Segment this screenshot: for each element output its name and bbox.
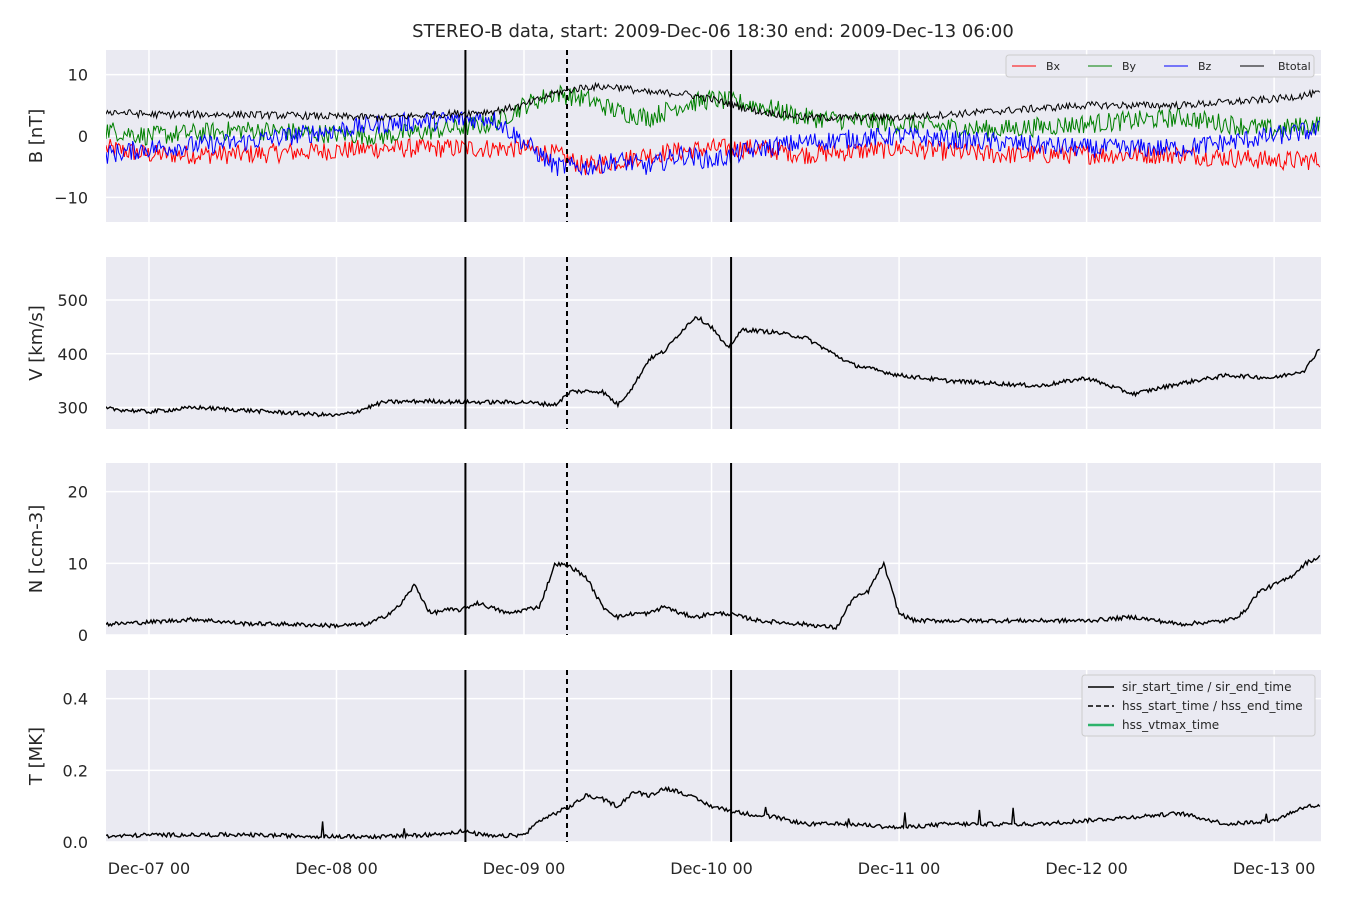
density-series-line [106, 555, 1321, 631]
y-axis-label: T [MK] [26, 727, 47, 786]
bx-series-line [106, 136, 1321, 176]
temperature-series-line [106, 785, 1321, 840]
x-tick-label: Dec-09 00 [483, 859, 566, 878]
legend-box [1081, 674, 1316, 737]
t-legend: sir_start_time / sir_end_time hss_start_t… [1081, 674, 1316, 737]
x-tick-label: Dec-07 00 [108, 859, 191, 878]
y-tick-label: −10 [54, 188, 88, 207]
legend-label: sir_start_time / sir_end_time [1122, 680, 1292, 694]
y-tick-label: 300 [57, 399, 88, 418]
temperature-panel: 0.4 0.2 0.0 T [MK] sir_start_time / sir_end_… [26, 670, 1321, 852]
x-tick-label: Dec-10 00 [670, 859, 753, 878]
y-tick-label: 10 [68, 554, 88, 573]
y-axis-label: N [ccm-3] [26, 505, 47, 594]
velocity-series-line [106, 315, 1320, 418]
legend-label: Bx [1046, 60, 1061, 73]
chart-title: STEREO-B data, start: 2009-Dec-06 18:30 … [412, 21, 1014, 42]
y-tick-label: 0.4 [63, 690, 88, 709]
x-tick-label: Dec-12 00 [1045, 859, 1128, 878]
y-tick-label: 20 [68, 483, 88, 502]
btotal-series-line [106, 81, 1321, 123]
b-legend: Bx By Bz Btotal [1005, 54, 1315, 78]
by-series-line [106, 84, 1321, 146]
legend-label: By [1122, 60, 1137, 73]
y-tick-label: 0.2 [63, 761, 88, 780]
x-tick-label: Dec-08 00 [295, 859, 378, 878]
y-axis-label: B [nT] [26, 109, 47, 164]
legend-label: hss_start_time / hss_end_time [1122, 699, 1303, 713]
legend-label: Bz [1198, 60, 1212, 73]
y-tick-label: 0 [78, 127, 88, 146]
y-tick-label: 400 [57, 345, 88, 364]
legend-box [1005, 54, 1315, 78]
y-tick-label: 0.0 [63, 833, 88, 852]
density-panel: 20 10 0 N [ccm-3] [26, 463, 1321, 645]
plot-area [106, 257, 1321, 429]
bz-series-line [106, 110, 1320, 177]
b-field-panel: 10 0 −10 B [nT] Bx By Bz Btotal [26, 50, 1321, 222]
panels-group: 10 0 −10 B [nT] Bx By Bz Btotal 500 400 300 V [km/s… [26, 50, 1321, 852]
legend-label: hss_vtmax_time [1122, 718, 1219, 732]
legend-label: Btotal [1278, 60, 1311, 73]
y-tick-label: 0 [78, 626, 88, 645]
y-tick-label: 10 [68, 66, 88, 85]
plot-area [106, 463, 1321, 635]
y-axis-label: V [km/s] [26, 305, 47, 380]
y-tick-label: 500 [57, 291, 88, 310]
velocity-panel: 500 400 300 V [km/s] [26, 257, 1321, 429]
x-tick-label: Dec-13 00 [1233, 859, 1316, 878]
x-tick-labels: Dec-07 00 Dec-08 00 Dec-09 00 Dec-10 00 Dec-… [108, 859, 1316, 878]
x-tick-label: Dec-11 00 [858, 859, 941, 878]
